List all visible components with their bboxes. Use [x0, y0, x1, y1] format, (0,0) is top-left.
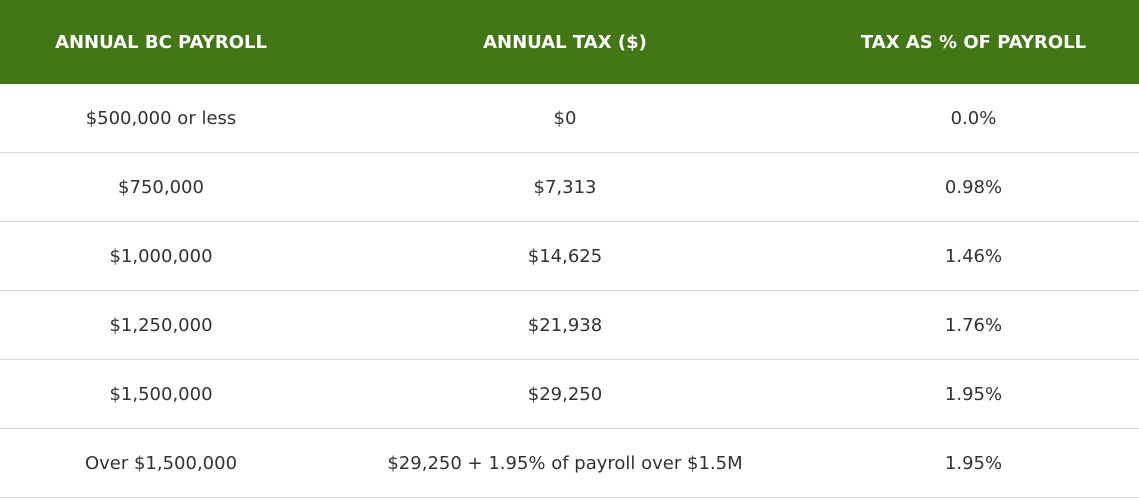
table-cell: 0.0% [808, 84, 1139, 153]
table-cell: $1,000,000 [0, 221, 322, 291]
table-body: $500,000 or less $0 0.0% $750,000 $7,313 0.98… [0, 84, 1139, 498]
table-row: Over $1,500,000 $29,250 + 1.95% of payrol… [0, 428, 1139, 498]
header-row: ANNUAL BC PAYROLL ANNUAL TAX ($) TAX AS % … [0, 0, 1139, 84]
column-header: ANNUAL TAX ($) [322, 0, 808, 84]
table-cell: $29,250 + 1.95% of payroll over $1.5M [322, 428, 808, 498]
table-cell: $0 [322, 84, 808, 153]
table-row: $500,000 or less $0 0.0% [0, 84, 1139, 153]
table-cell: $1,250,000 [0, 290, 322, 360]
table-cell: 1.95% [808, 428, 1139, 498]
table-cell: $1,500,000 [0, 359, 322, 429]
table-cell: $21,938 [322, 290, 808, 360]
table-cell: 0.98% [808, 152, 1139, 222]
table-cell: 1.76% [808, 290, 1139, 360]
table-cell: 1.46% [808, 221, 1139, 291]
table-row: $1,250,000 $21,938 1.76% [0, 290, 1139, 360]
table-cell: Over $1,500,000 [0, 428, 322, 498]
column-header: ANNUAL BC PAYROLL [0, 0, 322, 84]
table-cell: $500,000 or less [0, 84, 322, 153]
table-row: $750,000 $7,313 0.98% [0, 152, 1139, 222]
column-header: TAX AS % OF PAYROLL [808, 0, 1139, 84]
table-cell: 1.95% [808, 359, 1139, 429]
table-cell: $14,625 [322, 221, 808, 291]
table-cell: $750,000 [0, 152, 322, 222]
table-row: $1,500,000 $29,250 1.95% [0, 359, 1139, 429]
table-cell: $7,313 [322, 152, 808, 222]
table-row: $1,000,000 $14,625 1.46% [0, 221, 1139, 291]
table-cell: $29,250 [322, 359, 808, 429]
